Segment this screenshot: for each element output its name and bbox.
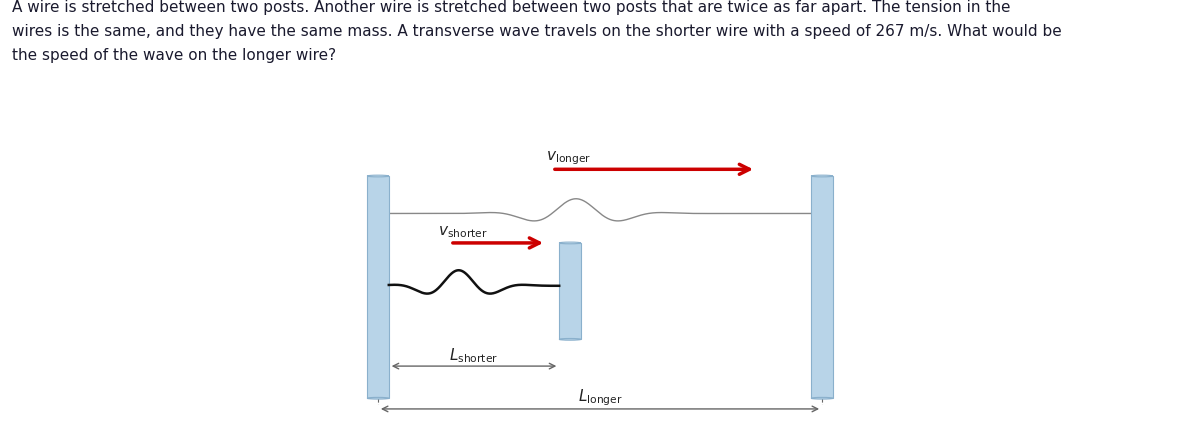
Ellipse shape (559, 338, 581, 340)
Text: $\mathit{L}$$_{\mathregular{longer}}$: $\mathit{L}$$_{\mathregular{longer}}$ (577, 387, 623, 408)
Ellipse shape (367, 397, 389, 399)
Ellipse shape (811, 397, 833, 399)
Ellipse shape (559, 242, 581, 244)
Ellipse shape (367, 175, 389, 177)
Bar (367, 176, 389, 398)
Text: A wire is stretched between two posts. Another wire is stretched between two pos: A wire is stretched between two posts. A… (12, 0, 1062, 63)
Ellipse shape (811, 175, 833, 177)
Text: $\mathit{v}$$_{\mathregular{longer}}$: $\mathit{v}$$_{\mathregular{longer}}$ (546, 149, 592, 167)
Bar (811, 176, 833, 398)
Text: $\mathit{v}$$_{\mathregular{shorter}}$: $\mathit{v}$$_{\mathregular{shorter}}$ (438, 224, 487, 240)
Bar (559, 243, 581, 339)
Text: $\mathit{L}$$_{\mathregular{shorter}}$: $\mathit{L}$$_{\mathregular{shorter}}$ (450, 346, 498, 365)
